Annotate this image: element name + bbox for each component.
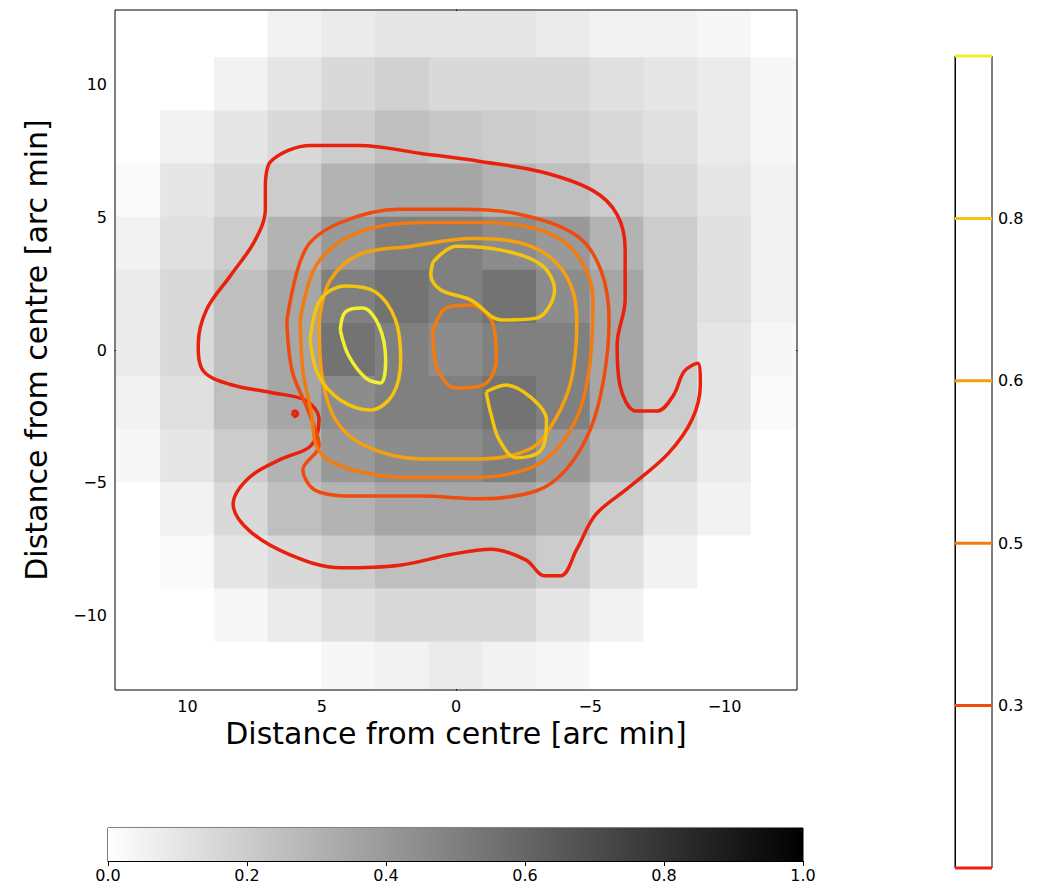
- svg-text:0.5: 0.5: [998, 534, 1023, 553]
- svg-text:−5: −5: [83, 473, 107, 492]
- svg-text:0.2: 0.2: [234, 866, 259, 885]
- svg-text:0.6: 0.6: [998, 371, 1023, 390]
- svg-text:10: 10: [87, 75, 107, 94]
- svg-text:5: 5: [97, 208, 107, 227]
- svg-text:−5: −5: [578, 697, 602, 716]
- svg-text:Distance from centre [arc min]: Distance from centre [arc min]: [225, 716, 687, 751]
- svg-text:5: 5: [317, 697, 327, 716]
- svg-text:−10: −10: [73, 606, 107, 625]
- svg-text:0.6: 0.6: [512, 866, 537, 885]
- svg-text:10: 10: [177, 697, 197, 716]
- svg-text:0.8: 0.8: [651, 866, 676, 885]
- svg-text:1.0: 1.0: [790, 866, 815, 885]
- svg-text:0: 0: [97, 341, 107, 360]
- svg-text:0.4: 0.4: [373, 866, 398, 885]
- svg-text:0.3: 0.3: [998, 696, 1023, 715]
- svg-text:−10: −10: [708, 697, 742, 716]
- svg-text:0.0: 0.0: [95, 866, 120, 885]
- svg-text:0.8: 0.8: [998, 209, 1023, 228]
- svg-text:Distance from centre [arc min]: Distance from centre [arc min]: [19, 119, 54, 581]
- svg-text:0: 0: [451, 697, 461, 716]
